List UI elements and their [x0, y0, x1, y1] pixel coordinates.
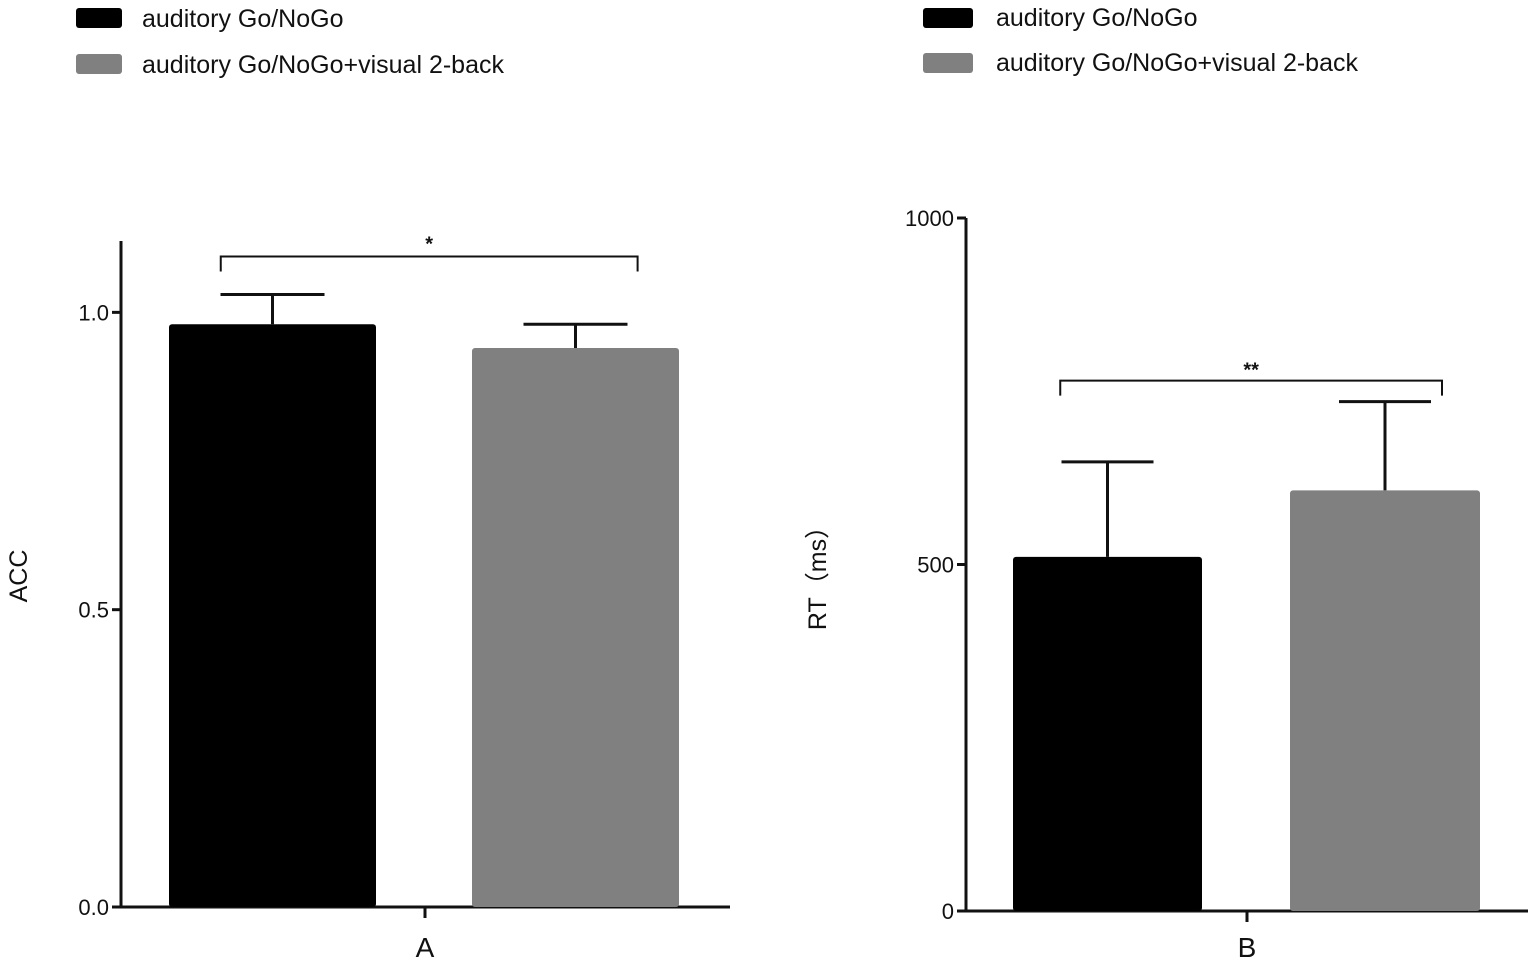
y-tick-label: 0 [942, 899, 954, 924]
error-bars [1061, 400, 1431, 557]
y-tick-label: 1.0 [78, 300, 109, 325]
legend: auditory Go/NoGo auditory Go/NoGo+visual… [76, 5, 504, 79]
x-tick-label: A [416, 932, 435, 963]
y-axis: ACC 0.0 0.5 1.0 [5, 241, 123, 920]
y-ticks: 0.0 0.5 1.0 [78, 300, 121, 920]
y-tick-label: 500 [917, 553, 954, 578]
x-axis: A [121, 905, 730, 963]
legend-swatch-series-1 [923, 53, 973, 73]
legend-swatch-series-0 [923, 8, 973, 28]
legend-swatch-series-1 [76, 54, 122, 74]
significance-bracket: ** [1059, 360, 1443, 396]
error-bars [220, 293, 628, 349]
x-tick-label: B [1238, 932, 1257, 963]
significance-line [1059, 379, 1443, 396]
chart-panel-b: auditory Go/NoGo auditory Go/NoGo+visual… [804, 4, 1528, 963]
legend-label-series-0: auditory Go/NoGo [996, 4, 1198, 32]
bar-auditory-go-nogo [169, 324, 376, 907]
significance-bracket: * [219, 234, 639, 272]
legend-label-series-1: auditory Go/NoGo+visual 2-back [142, 51, 504, 79]
legend: auditory Go/NoGo auditory Go/NoGo+visual… [923, 4, 1358, 77]
y-axis-label: ACC [5, 550, 33, 603]
bar-auditory-go-nogo-visual-2-back [1290, 490, 1480, 911]
legend-label-series-0: auditory Go/NoGo [142, 5, 344, 33]
bars [1013, 490, 1480, 911]
y-axis-label: RT（ms） [804, 514, 832, 630]
legend-label-series-1: auditory Go/NoGo+visual 2-back [996, 49, 1358, 77]
legend-swatch-series-0 [76, 8, 122, 28]
x-axis: B [966, 909, 1528, 963]
y-ticks: 0 500 1000 [905, 206, 966, 924]
bar-auditory-go-nogo [1013, 556, 1202, 911]
chart-panel-a: auditory Go/NoGo auditory Go/NoGo+visual… [5, 5, 730, 963]
significance-label: * [425, 234, 433, 256]
significance-label: ** [1243, 360, 1259, 382]
y-axis: RT（ms） 0 500 1000 [804, 206, 968, 924]
bar-auditory-go-nogo-visual-2-back [472, 348, 679, 907]
bars [169, 324, 679, 907]
y-tick-label: 0.0 [78, 895, 109, 920]
significance-line [219, 255, 639, 272]
y-tick-label: 0.5 [78, 598, 109, 623]
y-tick-label: 1000 [905, 206, 954, 231]
